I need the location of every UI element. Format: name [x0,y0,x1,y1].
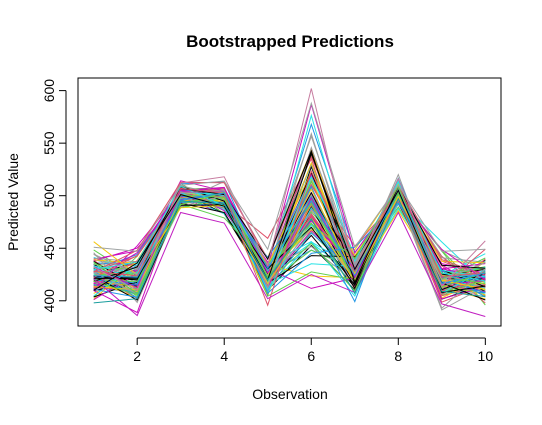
x-axis-label: Observation [252,386,327,402]
series-line [93,197,486,304]
chart-title: Bootstrapped Predictions [186,32,394,51]
series-line [93,189,486,285]
series-line [93,190,486,289]
y-tick-label: 550 [41,131,57,155]
x-tick-label: 10 [478,348,494,364]
x-tick-label: 4 [220,348,228,364]
series-line [93,211,486,317]
series-line [93,169,486,307]
x-axis: 2 4 6 8 10 [133,337,494,364]
y-tick-label: 400 [41,289,57,313]
x-tick-label: 2 [133,348,141,364]
y-axis: 400 450 500 550 600 [41,79,67,313]
x-tick-label: 8 [394,348,402,364]
plot-frame [77,77,502,327]
series-layer [93,88,486,317]
series-line [93,101,486,252]
y-axis-label: Predicted Value [5,153,21,251]
series-line [93,176,486,285]
x-tick-label: 6 [307,348,315,364]
y-tick-label: 500 [41,184,57,208]
series-line [93,149,486,284]
y-tick-label: 450 [41,236,57,260]
series-line [93,155,486,276]
y-tick-label: 600 [41,79,57,103]
series-line [93,152,486,293]
